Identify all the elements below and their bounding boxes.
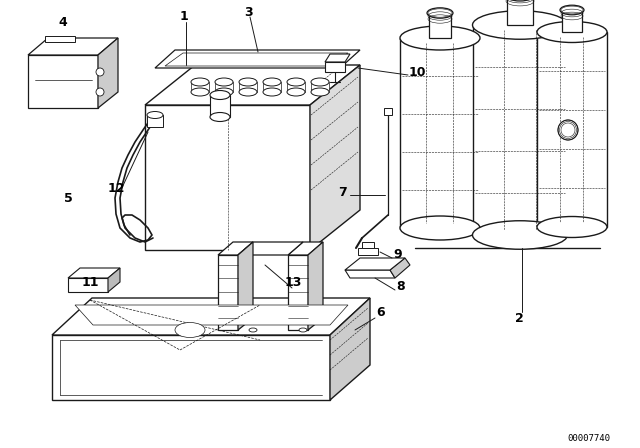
Polygon shape — [145, 105, 310, 250]
Polygon shape — [218, 255, 238, 330]
Ellipse shape — [263, 88, 281, 96]
Ellipse shape — [215, 78, 233, 86]
Ellipse shape — [287, 88, 305, 96]
Polygon shape — [390, 258, 410, 278]
Ellipse shape — [472, 221, 568, 249]
Text: 00007740: 00007740 — [567, 434, 610, 443]
Polygon shape — [238, 242, 303, 255]
Text: 10: 10 — [409, 65, 426, 78]
Polygon shape — [473, 25, 567, 235]
Ellipse shape — [215, 88, 233, 96]
Polygon shape — [288, 255, 308, 330]
Polygon shape — [287, 82, 305, 92]
Text: 3: 3 — [244, 5, 253, 18]
Ellipse shape — [400, 216, 480, 240]
Text: 11: 11 — [82, 276, 99, 289]
Polygon shape — [68, 268, 120, 278]
Ellipse shape — [210, 112, 230, 121]
Text: 9: 9 — [393, 247, 402, 260]
Ellipse shape — [239, 88, 257, 96]
Polygon shape — [330, 298, 370, 400]
Ellipse shape — [505, 0, 535, 1]
Polygon shape — [384, 108, 392, 115]
Polygon shape — [311, 82, 329, 92]
Text: 6: 6 — [376, 306, 385, 319]
Ellipse shape — [560, 5, 584, 15]
Polygon shape — [52, 298, 370, 335]
Text: 13: 13 — [285, 276, 302, 289]
Polygon shape — [358, 248, 378, 255]
Polygon shape — [210, 95, 230, 117]
Ellipse shape — [400, 26, 480, 50]
Ellipse shape — [147, 112, 163, 119]
Ellipse shape — [311, 88, 329, 96]
Polygon shape — [165, 53, 348, 66]
Ellipse shape — [537, 22, 607, 43]
Polygon shape — [155, 50, 360, 68]
Text: 8: 8 — [396, 280, 404, 293]
Polygon shape — [362, 242, 374, 248]
Ellipse shape — [191, 78, 209, 86]
Text: 2: 2 — [515, 311, 524, 324]
Polygon shape — [325, 54, 350, 62]
Text: 4: 4 — [58, 16, 67, 29]
Polygon shape — [400, 38, 480, 228]
Ellipse shape — [558, 120, 578, 140]
Text: 12: 12 — [108, 181, 125, 194]
Ellipse shape — [427, 8, 453, 18]
Polygon shape — [288, 242, 323, 255]
Ellipse shape — [210, 90, 230, 99]
Polygon shape — [238, 242, 253, 330]
Polygon shape — [325, 62, 345, 72]
Ellipse shape — [287, 78, 305, 86]
Polygon shape — [145, 65, 360, 105]
Polygon shape — [310, 65, 360, 250]
Polygon shape — [263, 82, 281, 92]
Ellipse shape — [96, 68, 104, 76]
Polygon shape — [429, 13, 451, 38]
Polygon shape — [45, 36, 75, 42]
Polygon shape — [218, 242, 253, 255]
Polygon shape — [215, 82, 233, 92]
Polygon shape — [562, 10, 582, 32]
Text: 1: 1 — [180, 9, 189, 22]
Polygon shape — [191, 82, 209, 92]
Polygon shape — [68, 278, 108, 292]
Ellipse shape — [472, 11, 568, 39]
Polygon shape — [28, 38, 118, 55]
Ellipse shape — [239, 78, 257, 86]
Ellipse shape — [249, 328, 257, 332]
Polygon shape — [507, 0, 533, 25]
Polygon shape — [537, 32, 607, 227]
Polygon shape — [345, 258, 405, 270]
Text: 7: 7 — [338, 185, 347, 198]
Polygon shape — [345, 270, 395, 278]
Polygon shape — [239, 82, 257, 92]
Ellipse shape — [175, 323, 205, 337]
Polygon shape — [52, 335, 330, 400]
Ellipse shape — [263, 78, 281, 86]
Ellipse shape — [191, 88, 209, 96]
Polygon shape — [308, 242, 323, 330]
Polygon shape — [147, 115, 163, 127]
Ellipse shape — [96, 88, 104, 96]
Polygon shape — [108, 268, 120, 292]
Polygon shape — [28, 55, 98, 108]
Ellipse shape — [299, 328, 307, 332]
Text: 5: 5 — [64, 191, 73, 204]
Polygon shape — [98, 38, 118, 108]
Polygon shape — [75, 305, 348, 325]
Ellipse shape — [311, 78, 329, 86]
Ellipse shape — [537, 216, 607, 237]
